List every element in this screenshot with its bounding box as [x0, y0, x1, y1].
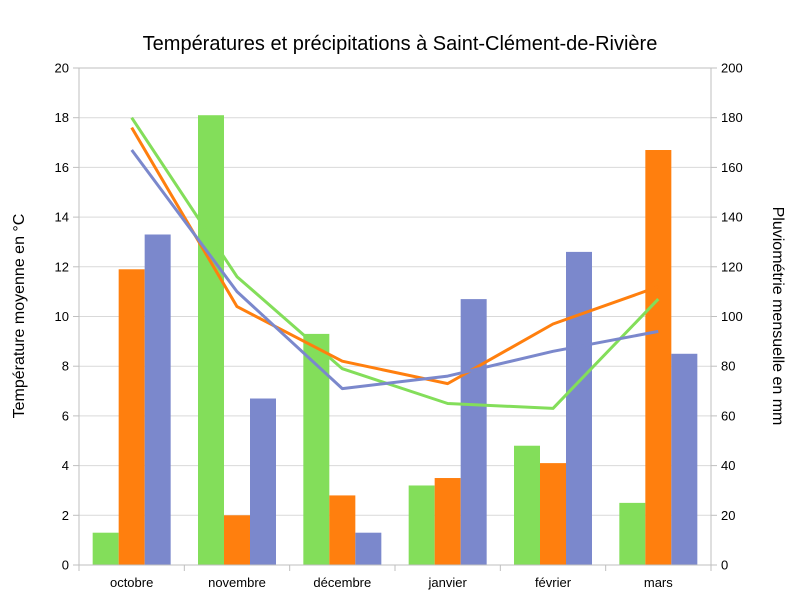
series-line	[130, 149, 659, 391]
bar	[514, 445, 540, 565]
right-tick-label: 0	[721, 558, 728, 573]
bar	[198, 115, 224, 565]
x-tick-label: février	[535, 575, 572, 590]
series-line	[130, 116, 660, 410]
bar	[566, 251, 592, 565]
grid-lines	[79, 67, 711, 566]
right-tick-label: 180	[721, 110, 743, 125]
left-axis-label: Température moyenne en °C	[11, 214, 28, 419]
bar	[329, 495, 356, 565]
left-tick-label: 20	[55, 61, 69, 76]
x-tick-label: janvier	[428, 575, 468, 590]
bar	[224, 515, 250, 565]
left-tick-label: 14	[55, 210, 69, 225]
series-line	[130, 126, 659, 386]
x-axis-ticks: octobre novembre décembre janvier février mar…	[78, 565, 712, 590]
bar	[118, 269, 145, 565]
right-tick-label: 40	[721, 458, 735, 473]
bar	[671, 353, 698, 565]
left-tick-label: 18	[55, 110, 69, 125]
right-tick-label: 120	[721, 259, 743, 274]
right-tick-label: 140	[721, 210, 743, 225]
right-tick-label: 100	[721, 309, 743, 324]
bars	[92, 115, 698, 565]
left-tick-label: 0	[62, 558, 69, 573]
left-tick-label: 16	[55, 160, 69, 175]
bar	[540, 463, 566, 565]
right-tick-label: 160	[721, 160, 743, 175]
bar	[92, 532, 119, 565]
bar	[408, 485, 435, 565]
right-tick-label: 80	[721, 359, 735, 374]
left-tick-label: 2	[62, 508, 69, 523]
left-axis-ticks: 0 2 4 6 8 10 12 14 16 18 20	[55, 61, 79, 573]
left-tick-label: 12	[55, 259, 69, 274]
left-tick-label: 10	[55, 309, 69, 324]
bar	[355, 532, 382, 565]
x-tick-label: octobre	[110, 575, 153, 590]
right-tick-label: 60	[721, 408, 735, 423]
bar	[460, 299, 487, 565]
right-axis-label: Pluviométrie mensuelle en mm	[769, 207, 786, 426]
x-tick-label: novembre	[208, 575, 266, 590]
bar	[144, 234, 171, 565]
x-tick-label: mars	[644, 575, 673, 590]
left-tick-label: 4	[62, 458, 69, 473]
right-tick-label: 200	[721, 61, 743, 76]
right-axis-ticks: 0 20 40 60 80 100 120 140 160 180 200	[711, 61, 743, 573]
left-tick-label: 8	[62, 359, 69, 374]
bar	[619, 502, 646, 565]
right-tick-label: 20	[721, 508, 735, 523]
x-tick-label: décembre	[313, 575, 371, 590]
bar	[645, 150, 672, 565]
bar	[434, 478, 461, 565]
lines	[130, 116, 660, 410]
left-tick-label: 6	[62, 408, 69, 423]
bar	[303, 333, 330, 565]
chart-title: Températures et précipitations à Saint-C…	[143, 33, 658, 55]
bar	[250, 398, 276, 565]
